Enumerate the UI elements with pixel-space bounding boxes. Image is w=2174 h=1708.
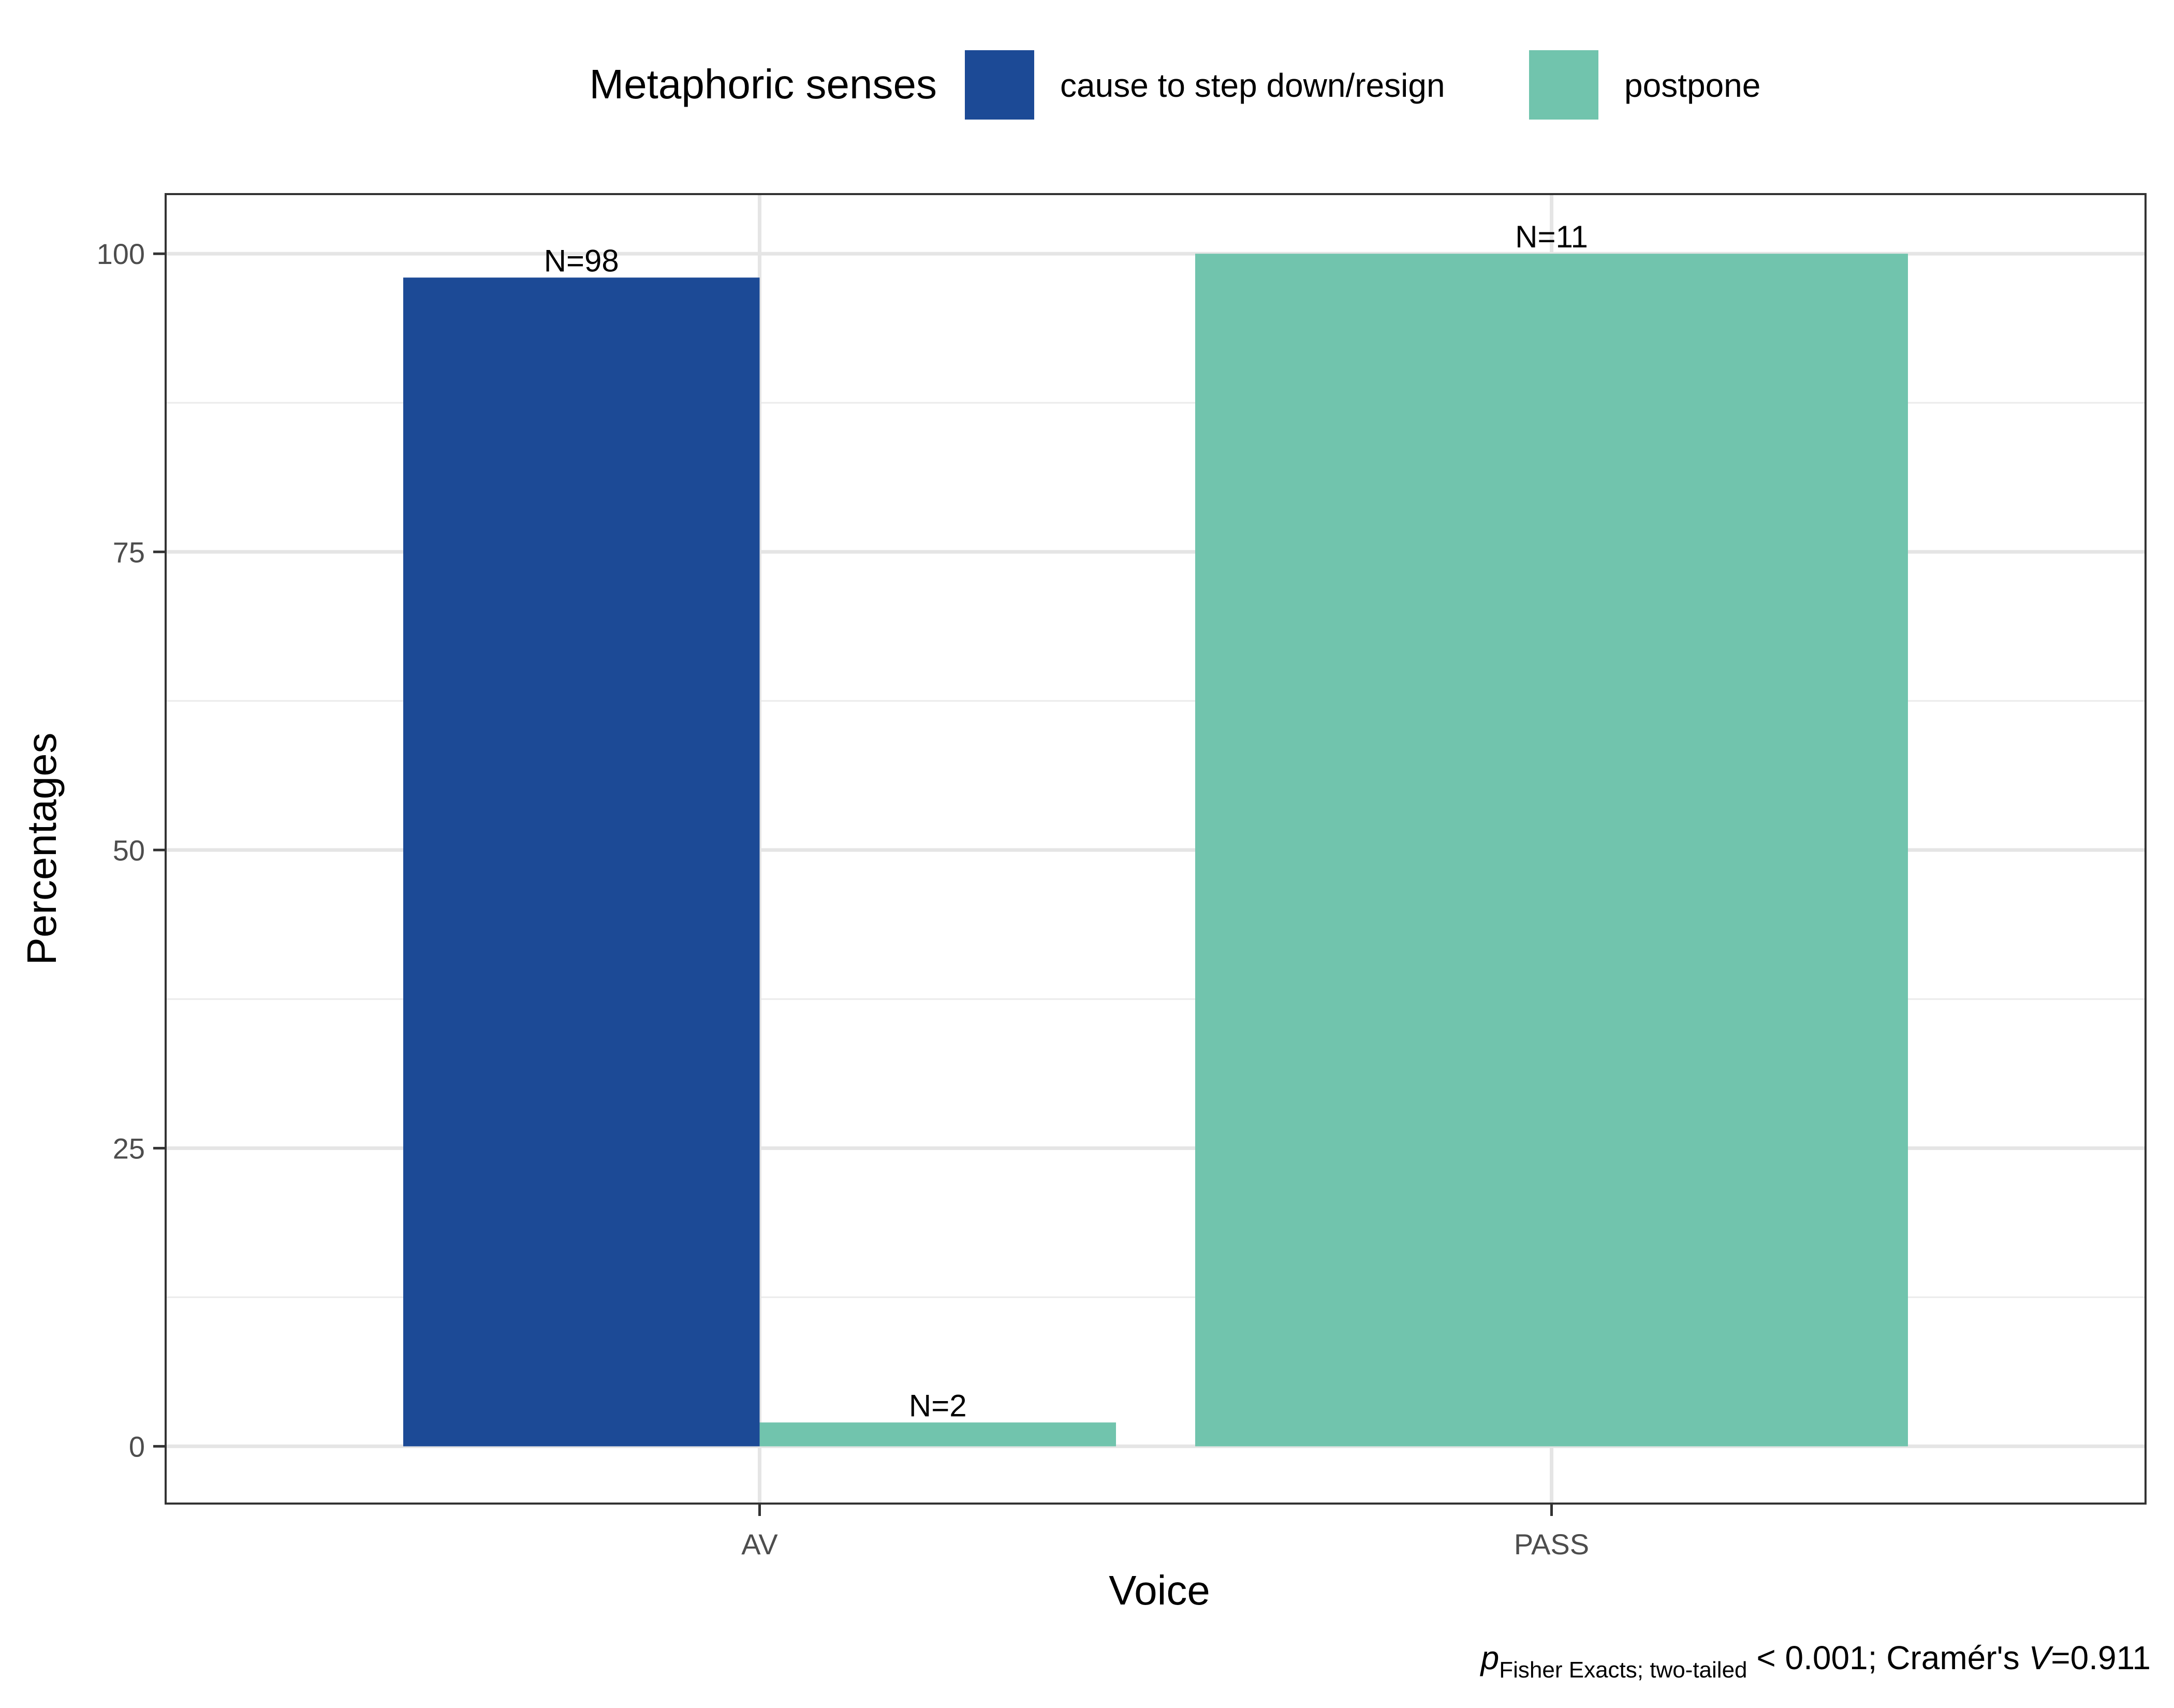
stats-caption: pFisher Exacts; two-tailed < 0.001; Cram… — [1480, 1639, 2151, 1683]
y-axis: 0 25 50 75 100 — [97, 238, 166, 1463]
legend: Metaphoric senses cause to step down/res… — [590, 50, 1760, 120]
y-axis-title: Percentages — [19, 732, 65, 965]
legend-swatch-cause-to-step-down — [965, 50, 1034, 120]
x-tick-label: PASS — [1514, 1528, 1589, 1560]
caption-text: < 0.001; Cramér's — [1747, 1639, 2029, 1676]
data-label-av-series-1: N=2 — [909, 1388, 967, 1423]
x-axis-title: Voice — [1109, 1567, 1210, 1613]
bar-av-series-1 — [759, 1422, 1116, 1447]
legend-swatch-postpone — [1529, 50, 1598, 120]
p-subscript: Fisher Exacts; two-tailed — [1499, 1657, 1747, 1683]
legend-label-postpone: postpone — [1624, 67, 1760, 104]
y-tick-label: 50 — [113, 834, 145, 866]
p-symbol: p — [1480, 1639, 1500, 1676]
y-tick-label: 100 — [97, 238, 145, 270]
bar-labels: N=98 N=2 N=11 — [544, 219, 1588, 1423]
y-tick-label: 75 — [113, 536, 145, 568]
bar-av-series-0 — [403, 277, 760, 1447]
y-tick-label: 25 — [113, 1132, 145, 1165]
y-tick-label: 0 — [129, 1430, 145, 1463]
v-value: =0.911 — [2051, 1639, 2151, 1676]
legend-label-cause-to-step-down: cause to step down/resign — [1060, 67, 1445, 104]
v-symbol: V — [2029, 1639, 2054, 1676]
bars — [403, 254, 1908, 1447]
data-label-av-series-0: N=98 — [544, 243, 619, 278]
x-axis: AV PASS — [741, 1504, 1589, 1560]
data-label-pass-series-1: N=11 — [1515, 219, 1588, 254]
x-tick-label: AV — [741, 1528, 778, 1560]
legend-title: Metaphoric senses — [590, 61, 937, 107]
bar-pass-series-1 — [1195, 254, 1908, 1447]
